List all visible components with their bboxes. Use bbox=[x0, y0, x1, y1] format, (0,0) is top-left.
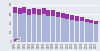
Bar bbox=[84, 22, 89, 42]
Bar bbox=[18, 14, 22, 42]
Bar bbox=[13, 13, 17, 42]
Bar bbox=[37, 15, 41, 42]
Bar bbox=[51, 10, 55, 16]
Bar bbox=[75, 21, 79, 42]
Bar bbox=[80, 21, 84, 42]
Bar bbox=[80, 17, 84, 21]
Bar bbox=[75, 16, 79, 21]
Bar bbox=[61, 13, 65, 18]
Bar bbox=[18, 8, 22, 14]
Bar bbox=[22, 7, 27, 13]
Bar bbox=[46, 10, 50, 16]
Bar bbox=[70, 20, 74, 42]
Bar bbox=[56, 12, 60, 17]
Bar bbox=[42, 8, 46, 14]
Bar bbox=[94, 21, 98, 24]
Bar bbox=[84, 19, 89, 22]
Bar bbox=[89, 23, 93, 42]
Bar bbox=[51, 16, 55, 42]
Bar bbox=[37, 9, 41, 15]
Bar bbox=[65, 14, 70, 19]
Bar bbox=[42, 14, 46, 42]
Bar bbox=[56, 17, 60, 42]
Bar bbox=[89, 20, 93, 23]
Bar bbox=[32, 8, 36, 14]
Bar bbox=[46, 16, 50, 42]
Bar bbox=[27, 15, 31, 42]
Bar bbox=[22, 13, 27, 42]
Bar bbox=[94, 24, 98, 42]
Bar bbox=[13, 7, 17, 13]
Bar bbox=[61, 18, 65, 42]
Bar bbox=[27, 9, 31, 15]
Bar bbox=[65, 19, 70, 42]
Bar bbox=[32, 14, 36, 42]
Bar bbox=[70, 15, 74, 20]
Legend: CH4, N2O: CH4, N2O bbox=[13, 37, 21, 41]
